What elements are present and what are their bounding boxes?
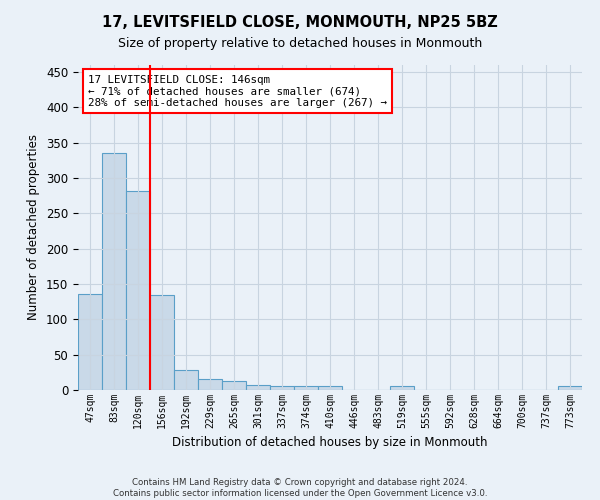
Bar (150, 294, 174, 390)
Bar (294, 386, 318, 390)
Y-axis label: Number of detached properties: Number of detached properties (28, 134, 40, 320)
Bar (270, 386, 294, 390)
Bar (102, 152, 126, 390)
Text: 17, LEVITSFIELD CLOSE, MONMOUTH, NP25 5BZ: 17, LEVITSFIELD CLOSE, MONMOUTH, NP25 5B… (102, 15, 498, 30)
Bar (558, 386, 582, 390)
Text: Contains HM Land Registry data © Crown copyright and database right 2024.
Contai: Contains HM Land Registry data © Crown c… (113, 478, 487, 498)
Bar (246, 385, 270, 390)
X-axis label: Distribution of detached houses by size in Monmouth: Distribution of detached houses by size … (172, 436, 488, 450)
Bar (126, 191, 150, 390)
Bar (390, 386, 414, 390)
Text: 17 LEVITSFIELD CLOSE: 146sqm
← 71% of detached houses are smaller (674)
28% of s: 17 LEVITSFIELD CLOSE: 146sqm ← 71% of de… (88, 74, 387, 108)
Bar (78, 294, 102, 390)
Bar (198, 378, 222, 390)
Bar (318, 386, 342, 390)
Text: Size of property relative to detached houses in Monmouth: Size of property relative to detached ho… (118, 38, 482, 51)
Bar (174, 370, 198, 390)
Bar (222, 381, 246, 390)
